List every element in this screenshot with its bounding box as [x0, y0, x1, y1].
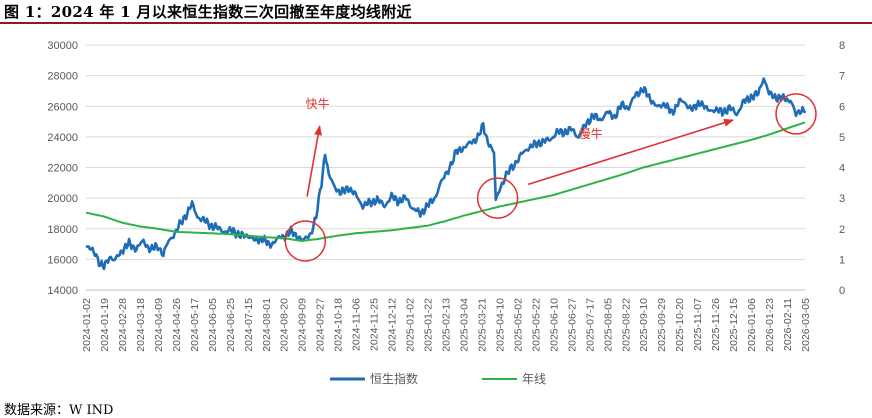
y-right-tick-label: 7: [839, 71, 845, 83]
y-axis-left: 30000 28000 26000 24000 22000 20000 18000 16000…: [47, 40, 805, 297]
series-line-annual-ma: [85, 121, 806, 242]
y-axis-right: 8 7 6 5 4 3 2 1 0: [839, 40, 845, 297]
y-right-tick-label: 3: [839, 193, 845, 205]
y-right-tick-label: 2: [839, 224, 845, 236]
legend: 恒生指数 年线: [330, 371, 546, 386]
x-tick-label: 2025-07-17: [584, 298, 596, 352]
hsi-line-chart: 30000 28000 26000 24000 22000 20000 18000 16000…: [47, 40, 845, 386]
x-tick-label: 2024-01-19: [99, 298, 111, 352]
x-tick-label: 2025-01-22: [423, 298, 435, 352]
x-tick-label: 2024-04-26: [171, 298, 183, 352]
x-tick-label: 2024-09-27: [315, 298, 327, 352]
x-tick-label: 2026-02-11: [782, 298, 794, 351]
x-tick-label: 2024-03-18: [135, 298, 147, 352]
pullback-circle: [284, 220, 327, 262]
legend-label-hsi: 恒生指数: [370, 371, 418, 386]
series-line-hsi: [85, 77, 807, 271]
x-axis: 2024-01-02 2024-01-19 2024-02-28 2024-03-18…: [81, 289, 812, 352]
title-rule: [0, 22, 872, 24]
y-left-tick-label: 20000: [47, 193, 78, 205]
x-tick-label: 2025-08-05: [602, 298, 614, 352]
x-tick-label: 2025-03-04: [458, 298, 470, 352]
x-tick-label: 2025-05-02: [512, 298, 524, 352]
y-left-tick-label: 16000: [47, 254, 78, 266]
x-tick-label: 2024-09-09: [297, 298, 309, 352]
x-tick-label: 2025-09-29: [656, 298, 668, 352]
x-tick-label: 2024-02-28: [117, 298, 129, 352]
x-tick-label: 2025-09-10: [638, 298, 650, 352]
y-left-tick-label: 14000: [47, 285, 78, 297]
x-tick-label: 2024-10-18: [333, 298, 345, 352]
fast-bull-arrow: [306, 125, 323, 197]
x-tick-label: 2026-01-06: [746, 298, 758, 352]
y-right-tick-label: 1: [839, 254, 845, 266]
x-tick-label: 2025-06-10: [548, 298, 560, 352]
x-tick-label: 2024-11-06: [351, 298, 363, 351]
x-tick-label: 2025-01-02: [405, 298, 417, 352]
x-tick-label: 2025-11-26: [710, 298, 722, 351]
x-tick-label: 2025-06-27: [566, 298, 578, 352]
x-tick-label: 2024-05-17: [189, 298, 201, 352]
y-left-tick-label: 24000: [47, 132, 78, 144]
pullback-circle: [775, 93, 817, 135]
slow-bull-label: 慢牛: [579, 126, 603, 141]
y-right-tick-label: 6: [839, 101, 845, 113]
x-tick-label: 2025-03-21: [476, 298, 488, 352]
y-left-tick-label: 18000: [47, 224, 78, 236]
x-tick-label: 2025-02-13: [441, 298, 453, 352]
x-tick-label: 2025-08-22: [620, 298, 632, 352]
chart-title: 图 1：2024 年 1 月以来恒生指数三次回撤至年度均线附近: [4, 3, 412, 21]
y-left-tick-label: 28000: [47, 71, 78, 83]
fast-bull-label: 快牛: [306, 96, 330, 111]
x-tick-label: 2026-03-05: [800, 298, 812, 352]
x-tick-label: 2024-12-12: [387, 298, 399, 352]
plot-area: [85, 77, 807, 271]
y-right-tick-label: 8: [839, 40, 845, 52]
x-tick-label: 2024-01-02: [81, 298, 93, 352]
x-tick-label: 2025-10-20: [674, 298, 686, 352]
y-right-tick-label: 4: [839, 163, 845, 175]
x-tick-label: 2025-11-07: [692, 298, 704, 351]
x-tick-label: 2025-05-22: [530, 298, 542, 352]
slow-bull-arrow: [527, 118, 735, 186]
y-left-tick-label: 22000: [47, 163, 78, 175]
x-tick-label: 2025-12-15: [728, 298, 740, 352]
x-tick-label: 2025-04-10: [494, 298, 506, 352]
x-tick-label: 2026-01-23: [764, 298, 776, 352]
x-tick-label: 2024-08-20: [279, 298, 291, 352]
pullback-circle: [476, 177, 519, 219]
legend-label-annual-ma: 年线: [522, 372, 546, 386]
x-tick-label: 2024-08-01: [261, 298, 273, 352]
x-tick-label: 2024-07-15: [243, 298, 255, 352]
data-source: 数据来源：W IND: [4, 403, 114, 418]
x-tick-label: 2024-06-05: [207, 298, 219, 352]
y-right-tick-label: 5: [839, 132, 845, 144]
y-right-tick-label: 0: [839, 285, 845, 297]
y-left-tick-label: 30000: [47, 40, 78, 52]
x-tick-label: 2024-06-25: [225, 298, 237, 352]
y-left-tick-label: 26000: [47, 101, 78, 113]
x-tick-label: 2024-04-09: [153, 298, 165, 352]
x-tick-label: 2024-11-25: [369, 298, 381, 351]
